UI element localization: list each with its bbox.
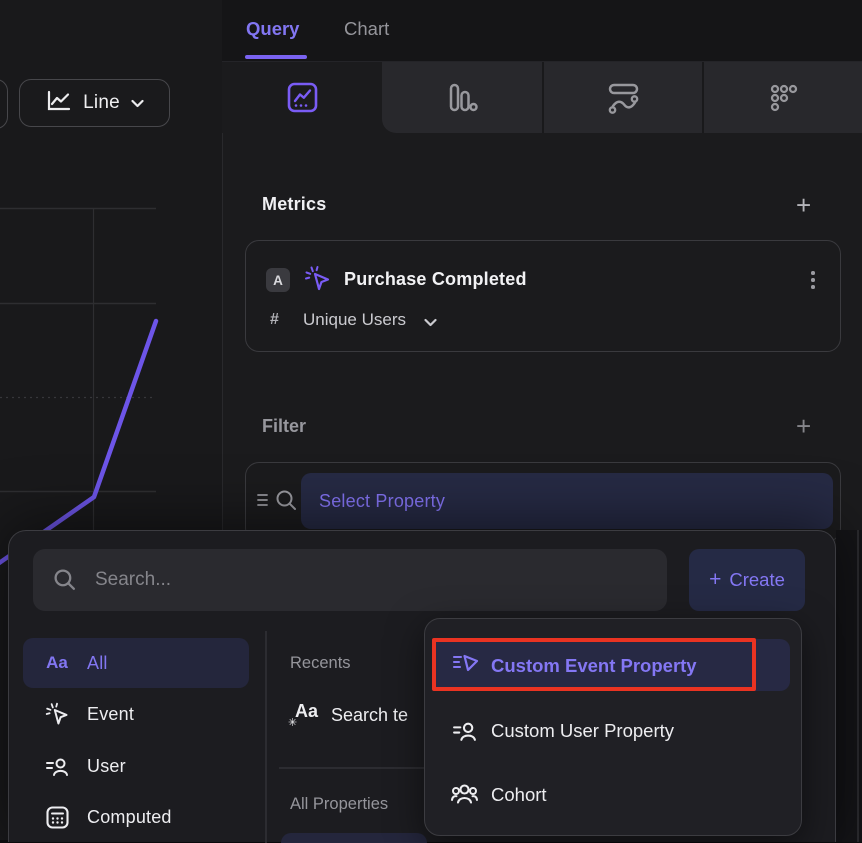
list-divider [279, 767, 427, 769]
column-divider [265, 631, 267, 843]
custom-event-property-icon [452, 652, 479, 682]
category-label: User [87, 755, 126, 776]
add-metric-button[interactable]: + [796, 190, 812, 220]
tab-retention[interactable] [702, 62, 862, 133]
chart-type-dropdown[interactable]: Line [19, 79, 170, 127]
annotation-red-box [432, 638, 756, 691]
metrics-section-title: Metrics [262, 194, 327, 214]
chevron-down-icon [131, 96, 144, 111]
offscreen-button-fragment[interactable] [0, 79, 8, 129]
user-property-icon [43, 754, 71, 779]
visualization-tabs [222, 62, 862, 133]
metric-card[interactable] [245, 240, 841, 352]
event-icon [305, 266, 330, 291]
picker-search-input[interactable] [93, 568, 617, 592]
chevron-down-icon [424, 318, 437, 327]
create-button-label: Create [729, 569, 785, 590]
tab-query[interactable]: Query [246, 18, 300, 39]
recent-text-property-icon: Aa ✳ [288, 701, 319, 729]
menu-item-label: Custom Event Property [491, 655, 697, 676]
flow-icon [608, 83, 638, 114]
bar-chart-icon [449, 83, 478, 111]
menu-item-custom-user-property[interactable]: Custom User Property [491, 720, 674, 741]
scroll-edge-line [857, 530, 859, 842]
cohort-icon [450, 781, 479, 812]
series-letter-badge: A [266, 268, 290, 292]
menu-item-custom-event-property[interactable] [432, 639, 790, 691]
kebab-menu-icon[interactable] [806, 267, 820, 293]
tab-bar-chart[interactable] [382, 62, 542, 133]
active-tab-underline [245, 55, 307, 59]
highlighted-list-row-partial[interactable] [281, 833, 427, 843]
text-type-icon: Aa [46, 653, 68, 672]
create-button[interactable]: + Create [689, 549, 805, 611]
search-icon [54, 569, 76, 591]
all-properties-title: All Properties [290, 795, 389, 813]
aggregation-hash-icon: # [270, 311, 279, 328]
drag-handle-icon[interactable] [257, 493, 269, 507]
panel-right-gutter [836, 530, 862, 842]
category-user[interactable]: User [23, 741, 249, 791]
filter-section-title: Filter [262, 416, 307, 436]
select-property-text: Select Property [319, 490, 446, 511]
panel-topbar [222, 0, 862, 62]
category-all[interactable]: Aa All [23, 638, 249, 688]
insights-icon [287, 82, 317, 113]
custom-user-property-icon [452, 718, 478, 749]
retention-icon [770, 84, 797, 112]
picker-search-box[interactable] [33, 549, 667, 611]
create-submenu: Custom Event Property Custom User Proper… [424, 618, 802, 836]
metric-event-name: Purchase Completed [344, 269, 527, 289]
property-picker-popover: + Create Aa All Event [8, 530, 836, 843]
search-icon [276, 490, 296, 510]
plus-icon: + [709, 568, 722, 591]
menu-item-cohort[interactable]: Cohort [491, 784, 547, 805]
recent-property-item[interactable]: Search te [331, 705, 409, 725]
tab-insights[interactable] [222, 62, 382, 133]
category-label: All [87, 652, 108, 673]
select-property-input[interactable]: Select Property [301, 473, 833, 529]
line-chart-icon [45, 90, 72, 116]
category-label: Computed [87, 806, 172, 827]
tab-flow[interactable] [542, 62, 702, 133]
recents-title: Recents [290, 654, 351, 672]
add-filter-button[interactable]: + [796, 411, 812, 441]
category-computed[interactable]: Computed [23, 792, 249, 842]
category-label: Event [87, 703, 135, 724]
aggregation-selector[interactable]: Unique Users [303, 310, 406, 329]
computed-icon [43, 805, 71, 830]
tab-chart[interactable]: Chart [344, 18, 390, 39]
event-icon [43, 701, 71, 728]
category-event[interactable]: Event [23, 689, 249, 739]
chart-type-label: Line [83, 92, 120, 113]
